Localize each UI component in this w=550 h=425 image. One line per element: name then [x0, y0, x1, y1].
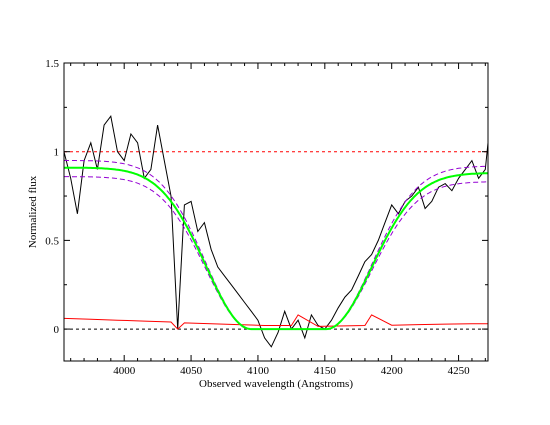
x-tick-label: 4050	[180, 365, 203, 377]
x-tick-label: 4150	[314, 365, 337, 377]
y-axis-label: Normalized flux	[27, 175, 39, 248]
x-tick-label: 4000	[113, 365, 136, 377]
x-tick-label: 4250	[448, 365, 471, 377]
spectrum-line	[64, 114, 488, 348]
error-line	[64, 314, 488, 330]
y-tick-label: 0.5	[45, 235, 59, 247]
y-tick-label: 1.5	[45, 58, 59, 70]
y-tick-label: 0	[54, 324, 60, 336]
model-line	[64, 166, 488, 331]
x-tick-label: 4100	[247, 365, 270, 377]
plot-frame	[63, 62, 489, 362]
x-tick-label: 4200	[381, 365, 404, 377]
x-axis-label: Observed wavelength (Angstroms)	[199, 378, 353, 390]
model-upper-bound	[64, 160, 488, 330]
y-tick-label: 1	[54, 147, 60, 159]
